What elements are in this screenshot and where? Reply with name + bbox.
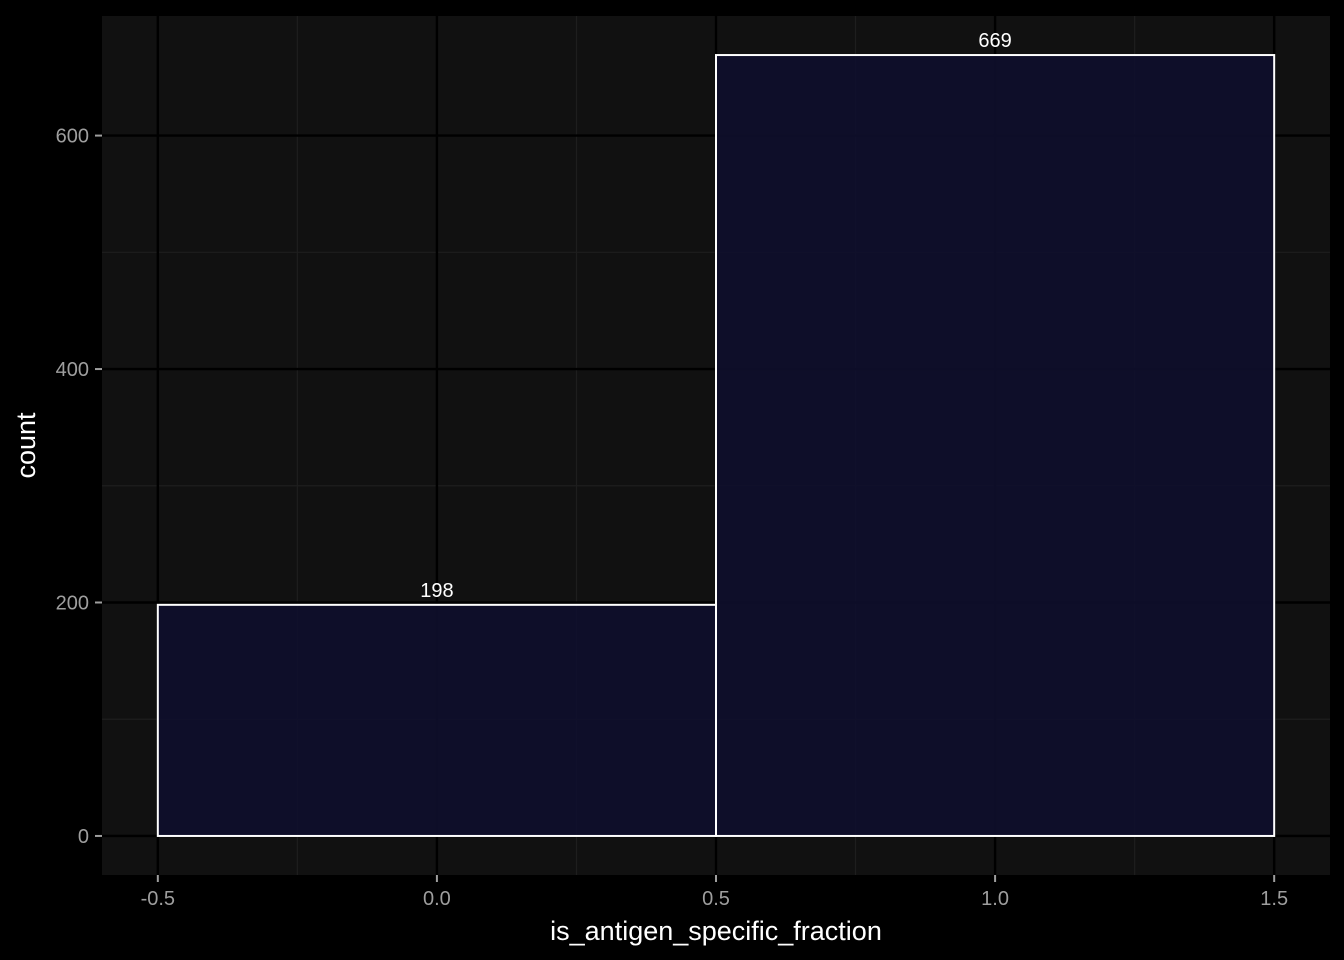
histogram-bar — [156, 603, 717, 837]
y-tick-label: 200 — [56, 592, 89, 614]
bar-count-label: 198 — [420, 580, 453, 602]
x-axis-title: is_antigen_specific_fraction — [550, 916, 882, 946]
x-tick-label: 1.5 — [1260, 888, 1288, 910]
data-labels: 198 669 — [420, 30, 1012, 602]
y-tick-label: 0 — [78, 826, 89, 848]
histogram-bar — [715, 54, 1276, 837]
x-tick-label: 0.5 — [702, 888, 730, 910]
x-tick-label: -0.5 — [141, 888, 175, 910]
x-axis: -0.5 0.0 0.5 1.0 1.5 — [141, 875, 1288, 910]
bars — [156, 54, 1276, 837]
y-axis: 0 200 400 600 — [56, 126, 102, 848]
x-tick-label: 0.0 — [423, 888, 451, 910]
y-tick-label: 600 — [56, 126, 89, 148]
y-tick-label: 400 — [56, 359, 89, 381]
x-tick-label: 1.0 — [981, 888, 1009, 910]
bar-count-label: 669 — [978, 30, 1011, 52]
y-axis-title: count — [11, 412, 41, 479]
